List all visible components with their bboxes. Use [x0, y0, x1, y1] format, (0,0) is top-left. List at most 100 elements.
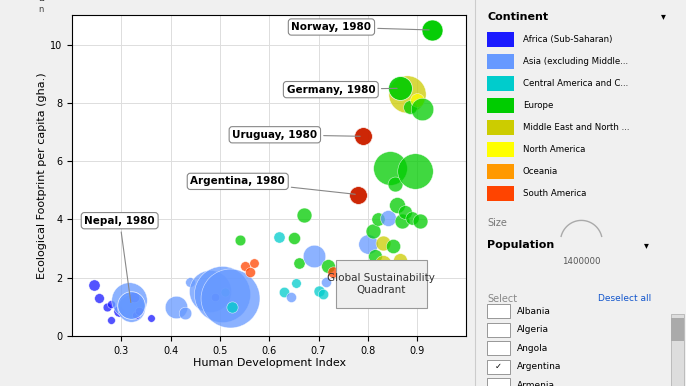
Point: [367, 228, 378, 234]
Point: [323, 263, 334, 269]
Point: [274, 234, 285, 240]
Bar: [487, 164, 514, 179]
Bar: [672, 314, 684, 386]
Text: Uruguay, 1980: Uruguay, 1980: [233, 130, 360, 140]
Point: [234, 237, 245, 243]
Point: [382, 215, 393, 221]
Point: [133, 308, 144, 314]
Point: [394, 257, 405, 263]
Text: Armenia: Armenia: [517, 381, 554, 386]
Text: Central America and C...: Central America and C...: [523, 79, 628, 88]
Text: Africa (Sub-Saharan): Africa (Sub-Saharan): [523, 35, 612, 44]
Text: ✓: ✓: [495, 362, 502, 371]
Text: ▾: ▾: [661, 12, 666, 22]
Text: Global Sustainability
Quadrant: Global Sustainability Quadrant: [327, 273, 436, 295]
Y-axis label: Ecological Footprint per capita (gha.): Ecological Footprint per capita (gha.): [37, 72, 47, 279]
Point: [128, 293, 139, 300]
Bar: [487, 186, 514, 201]
Text: Algeria: Algeria: [517, 325, 549, 334]
Point: [362, 241, 373, 247]
Point: [340, 264, 351, 271]
Bar: [487, 378, 510, 386]
Point: [123, 297, 134, 303]
Text: Continent: Continent: [487, 12, 548, 22]
Point: [227, 304, 238, 310]
Point: [209, 294, 220, 300]
Point: [412, 97, 423, 103]
Bar: [487, 76, 514, 91]
Bar: [487, 360, 510, 374]
Bar: [487, 341, 510, 355]
Point: [145, 315, 156, 322]
Point: [313, 288, 324, 294]
Point: [294, 260, 305, 266]
Point: [427, 27, 438, 33]
X-axis label: Human Development Index: Human Development Index: [193, 358, 346, 368]
Text: Argentina, 1980: Argentina, 1980: [190, 176, 355, 194]
Point: [286, 293, 297, 300]
Point: [392, 201, 403, 208]
Point: [106, 317, 117, 323]
Bar: [487, 323, 510, 337]
Point: [402, 91, 413, 97]
Point: [239, 263, 250, 269]
Point: [372, 216, 383, 222]
Point: [414, 218, 425, 224]
Point: [357, 133, 368, 139]
Text: Albania: Albania: [517, 306, 550, 316]
Text: South America: South America: [523, 189, 586, 198]
Point: [185, 279, 196, 285]
Point: [126, 305, 137, 311]
Bar: [487, 98, 514, 113]
Point: [353, 191, 364, 198]
Bar: [487, 304, 510, 318]
Point: [357, 133, 368, 139]
Text: Middle East and North ...: Middle East and North ...: [523, 123, 629, 132]
Point: [394, 85, 405, 91]
Text: Li
n: Li n: [38, 0, 45, 14]
Text: North America: North America: [523, 145, 585, 154]
Point: [244, 269, 255, 275]
Point: [220, 289, 230, 295]
Point: [399, 209, 410, 215]
Point: [370, 252, 381, 259]
Text: Germany, 1980: Germany, 1980: [287, 85, 397, 95]
Point: [130, 312, 141, 318]
Point: [427, 27, 438, 33]
Point: [407, 215, 418, 221]
Point: [279, 289, 289, 295]
Text: ▾: ▾: [644, 240, 649, 250]
Text: Size: Size: [487, 218, 507, 229]
Text: Asia (excluding Middle...: Asia (excluding Middle...: [523, 57, 628, 66]
Text: Norway, 1980: Norway, 1980: [292, 22, 429, 32]
Text: Nepal, 1980: Nepal, 1980: [84, 216, 155, 303]
Point: [377, 240, 388, 246]
Point: [328, 269, 339, 275]
Point: [318, 291, 329, 297]
Bar: [487, 54, 514, 69]
Point: [385, 165, 396, 171]
Point: [291, 280, 302, 286]
Point: [288, 235, 299, 241]
Point: [308, 252, 319, 259]
Point: [416, 105, 427, 112]
Point: [397, 218, 408, 224]
Text: Oceania: Oceania: [523, 167, 558, 176]
Point: [390, 181, 401, 188]
Point: [106, 301, 117, 307]
Point: [88, 282, 99, 288]
Point: [224, 295, 235, 301]
Point: [113, 308, 124, 314]
Point: [320, 279, 331, 285]
Bar: [672, 318, 684, 341]
Point: [404, 104, 415, 110]
Point: [387, 242, 398, 249]
Point: [377, 260, 388, 266]
Point: [410, 168, 421, 174]
Bar: [487, 142, 514, 157]
Text: Deselect all: Deselect all: [598, 294, 652, 303]
Bar: [487, 120, 514, 135]
Text: 1400000: 1400000: [562, 257, 601, 266]
Point: [121, 302, 132, 308]
Text: Population: Population: [487, 240, 554, 250]
